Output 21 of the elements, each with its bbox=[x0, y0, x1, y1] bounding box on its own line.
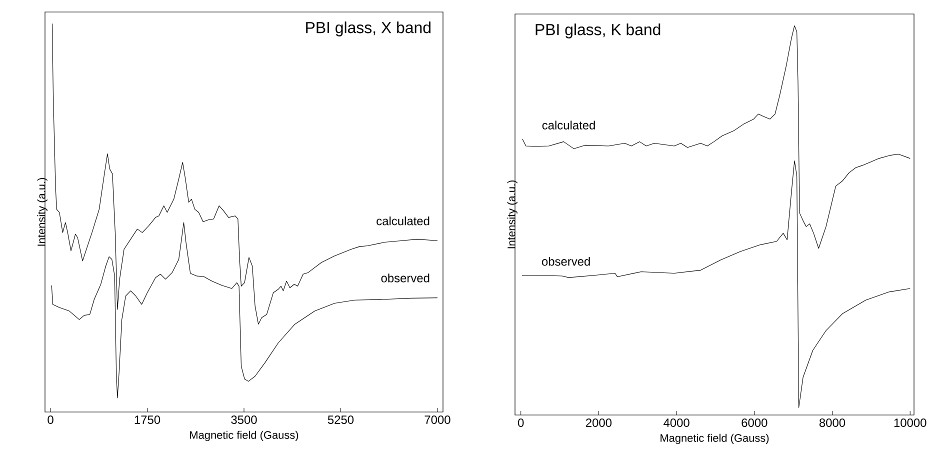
series-label: calculated bbox=[542, 120, 595, 130]
x-tick-label: 5250 bbox=[328, 416, 354, 424]
x-tick-label: 1750 bbox=[134, 416, 160, 424]
x-axis-title: Magnetic field (Gauss) bbox=[660, 434, 769, 444]
x-tick-label: 0 bbox=[48, 416, 54, 424]
x-tick-label: 8000 bbox=[819, 418, 846, 427]
chart-title: PBI glass, X band bbox=[306, 22, 430, 36]
x-tick-label: 7000 bbox=[424, 416, 450, 424]
x-tick-label: 0 bbox=[518, 418, 524, 427]
y-axis-title: Intensity (a.u.) bbox=[37, 178, 48, 246]
series-label: calculated bbox=[376, 216, 430, 226]
x-tick-label: 6000 bbox=[742, 418, 768, 427]
x-tick-label: 4000 bbox=[664, 418, 690, 427]
x-tick-label: 3500 bbox=[231, 416, 257, 424]
y-axis-title: Intensity (a.u.) bbox=[507, 180, 518, 248]
x-tick-label: 2000 bbox=[586, 418, 612, 427]
x-axis-title: Magnetic field (Gauss) bbox=[190, 430, 298, 442]
series-label: observed bbox=[381, 274, 430, 282]
chart-title: PBI glass, K band bbox=[536, 24, 660, 38]
x-tick-label: 10000 bbox=[894, 418, 926, 427]
series-label: observed bbox=[542, 256, 590, 266]
